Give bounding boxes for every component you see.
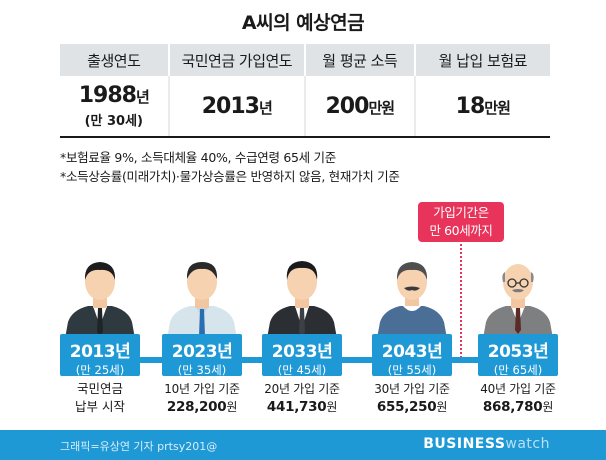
timeline-caption-2043: 30년 가입 기준 655,250원: [352, 380, 472, 415]
page-title: A씨의 예상연금: [241, 12, 365, 34]
caption-amount: 655,250원: [376, 399, 448, 415]
caption-basis: 40년 가입 기준: [480, 382, 556, 396]
caption-basis: 30년 가입 기준: [374, 382, 450, 396]
notes: *보험료율 9%, 소득대체율 40%, 수급연령 65세 기준 *소득상승률(…: [60, 148, 400, 186]
header-join-year: 국민연금 가입연도: [170, 44, 306, 76]
caption-amount: 228,200원: [166, 399, 238, 415]
caption-amount: 868,780원: [482, 399, 554, 415]
birth-year-value: 1988년: [78, 83, 150, 108]
caption-basis: 10년 가입 기준: [164, 382, 240, 396]
badge-year: 2033년: [271, 342, 333, 362]
badge-age: (만 35세): [177, 363, 227, 377]
timeline-badge-2023: 2023년 (만 35세): [162, 334, 242, 377]
footer-bar: 그래픽=유상연 기자 prtsy201@ BUSINESSwatch: [0, 430, 606, 460]
badge-year: 2013년: [69, 342, 131, 362]
badge-age: (만 25세): [75, 363, 125, 377]
callout-line-1: 가입기간은: [433, 205, 489, 220]
timeline-caption-2053: 40년 가입 기준 868,780원: [458, 380, 578, 415]
info-table: 출생연도 국민연금 가입연도 월 평균 소득 월 납입 보험료 1988년 (만…: [60, 44, 550, 138]
header-premium: 월 납입 보험료: [438, 51, 528, 70]
person-age-25-illustration: [64, 262, 136, 344]
badge-age: (만 45세): [277, 363, 327, 377]
timeline-caption-2033: 20년 가입 기준 441,730원: [242, 380, 362, 415]
person-age-65-illustration: [482, 264, 554, 344]
enrollment-period-callout: 가입기간은 만 60세까지: [418, 202, 504, 242]
timeline-caption-2013: 국민연금 납부 시작: [40, 380, 160, 416]
caption-amount: 441,730원: [266, 399, 338, 415]
badge-age: (만 65세): [493, 363, 543, 377]
callout-dotted-line: [460, 244, 462, 362]
timeline-badge-2013: 2013년 (만 25세): [60, 334, 140, 377]
person-age-35-illustration: [166, 262, 238, 344]
person-age-45-illustration: [266, 261, 338, 344]
birth-year-cell: 1988년 (만 30세): [60, 76, 170, 136]
badge-year: 2043년: [381, 342, 443, 362]
birth-age: (만 30세): [84, 114, 143, 129]
info-table-header: 출생연도 국민연금 가입연도 월 평균 소득 월 납입 보험료: [60, 44, 550, 76]
graphic-credit: 그래픽=유상연 기자 prtsy201@: [60, 440, 218, 453]
timeline-badge-2043: 2043년 (만 55세): [372, 334, 452, 377]
header-income: 월 평균 소득: [306, 44, 416, 76]
timeline-caption-2023: 10년 가입 기준 228,200원: [142, 380, 262, 415]
timeline-badge-2053: 2053년 (만 65세): [478, 334, 558, 377]
timeline-badge-2033: 2033년 (만 45세): [262, 334, 342, 377]
caption-line-1: 국민연금: [76, 381, 123, 396]
income-value: 200만원: [325, 93, 396, 119]
note-1: *보험료율 9%, 소득대체율 40%, 수급연령 65세 기준: [60, 150, 336, 165]
info-table-values: 1988년 (만 30세) 2013년 200만원 18만원: [60, 76, 550, 138]
badge-year: 2023년: [171, 342, 233, 362]
badge-age: (만 55세): [387, 363, 437, 377]
caption-line-2: 납부 시작: [75, 399, 125, 414]
join-year-value: 2013년: [201, 93, 273, 119]
caption-basis: 20년 가입 기준: [264, 382, 340, 396]
badge-year: 2053년: [487, 342, 549, 362]
callout-line-2: 만 60세까지: [429, 223, 493, 238]
header-birth-year: 출생연도: [60, 44, 170, 76]
businesswatch-logo: BUSINESSwatch: [423, 436, 550, 452]
person-age-55-illustration: [376, 262, 448, 344]
premium-cell: 18만원: [416, 76, 550, 136]
join-year-cell: 2013년: [170, 76, 306, 136]
note-2: *소득상승률(미래가치)·물가상승률은 반영하지 않음, 현재가치 기준: [60, 169, 400, 184]
premium-value: 18만원: [455, 93, 511, 119]
income-cell: 200만원: [306, 76, 416, 136]
